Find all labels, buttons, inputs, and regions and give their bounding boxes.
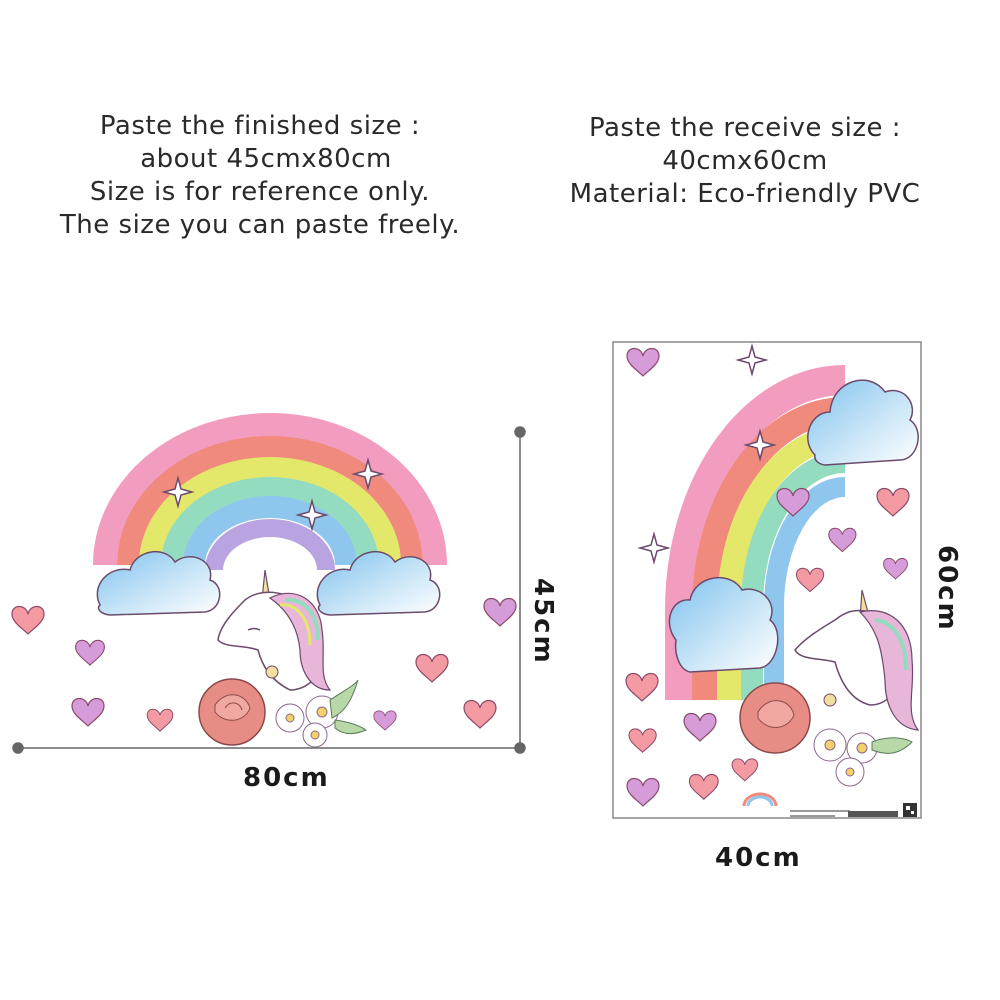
unicorn-icon <box>217 569 332 691</box>
daisy-flowers <box>813 728 913 787</box>
cloud-icon <box>96 551 441 616</box>
barcode-icon <box>848 803 917 817</box>
caption-line: Paste the receive size : <box>588 113 902 143</box>
caption-line: about 45cmx80cm <box>140 144 392 174</box>
caption-line: Paste the finished size : <box>99 111 421 141</box>
daisy-flowers <box>275 679 368 748</box>
caption-line: Material: Eco-friendly PVC <box>569 179 921 209</box>
caption-line: The size you can paste freely. <box>59 210 461 240</box>
rainbow-icon <box>93 413 447 571</box>
finished-size-caption: Paste the finished size : about 45cmx80c… <box>30 110 490 242</box>
finished-width-label: 80cm <box>243 763 330 793</box>
sheet-width-label: 40cm <box>715 843 802 873</box>
caption-line: 40cmx60cm <box>662 146 828 176</box>
sheet-logo <box>742 792 850 817</box>
receive-size-caption: Paste the receive size : 40cmx60cm Mater… <box>545 112 945 211</box>
finished-sticker-preview <box>11 413 517 748</box>
sticker-sheet <box>612 341 922 819</box>
sheet-height-label: 60cm <box>932 545 962 632</box>
caption-line: Size is for reference only. <box>89 177 431 207</box>
finished-height-label: 45cm <box>528 578 558 665</box>
rose-icon <box>739 682 811 754</box>
cloud-icon <box>668 379 919 673</box>
unicorn-icon <box>794 589 920 731</box>
dimension-lines <box>12 426 526 754</box>
rose-icon <box>198 678 266 746</box>
